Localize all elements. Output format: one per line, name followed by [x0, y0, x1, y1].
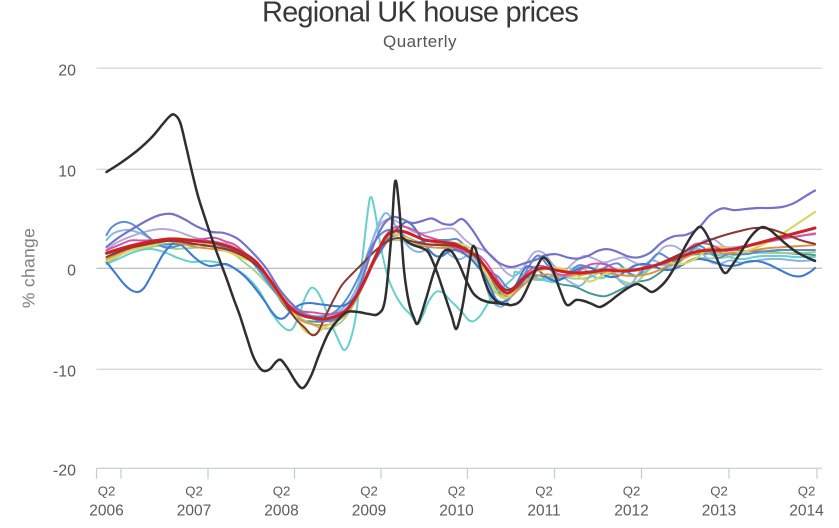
svg-text:20: 20	[58, 62, 76, 79]
svg-text:10: 10	[58, 164, 76, 181]
svg-text:Regional UK house prices: Regional UK house prices	[262, 0, 578, 29]
svg-text:2012: 2012	[614, 503, 648, 520]
svg-text:Q2: Q2	[710, 484, 728, 499]
svg-text:Q2: Q2	[360, 484, 378, 499]
svg-text:0: 0	[67, 263, 76, 280]
svg-text:2013: 2013	[702, 503, 736, 520]
svg-text:2008: 2008	[264, 503, 298, 520]
svg-text:2011: 2011	[527, 503, 560, 520]
svg-text:Q2: Q2	[798, 484, 816, 499]
svg-text:Q2: Q2	[623, 484, 641, 499]
svg-text:Q2: Q2	[98, 484, 116, 499]
svg-text:Q2: Q2	[448, 484, 466, 499]
svg-text:Q2: Q2	[273, 484, 291, 499]
svg-text:2007: 2007	[177, 503, 211, 520]
svg-text:2009: 2009	[352, 503, 386, 520]
svg-text:Q2: Q2	[535, 484, 553, 499]
svg-text:-10: -10	[53, 363, 76, 380]
svg-text:Q2: Q2	[185, 484, 203, 499]
svg-text:-20: -20	[53, 463, 76, 480]
svg-text:Quarterly: Quarterly	[383, 32, 457, 51]
svg-text:2006: 2006	[89, 503, 123, 520]
svg-text:2014: 2014	[789, 503, 824, 520]
svg-text:% change: % change	[19, 228, 39, 308]
svg-text:2010: 2010	[439, 503, 474, 520]
